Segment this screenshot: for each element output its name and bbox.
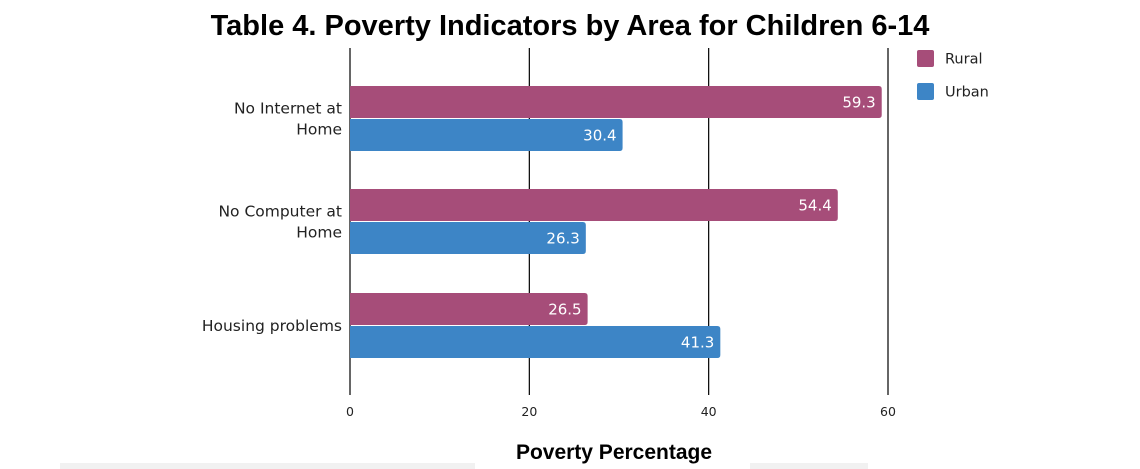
category-label: Home [296,224,342,242]
x-axis-title: Poverty Percentage [516,441,712,464]
legend-swatch-urban [917,83,934,100]
category-label: Housing problems [202,317,342,335]
bar-urban [350,119,623,151]
legend-label-urban: Urban [945,85,989,101]
bar-value-label: 26.5 [548,301,581,319]
category-label: No Computer at [218,203,342,221]
bar-rural [350,293,588,325]
bar-value-label: 54.4 [798,197,831,215]
x-tick-label: 0 [346,404,354,419]
legend-swatch-rural [917,50,934,67]
x-tick-label: 60 [880,404,896,419]
legend-label-rural: Rural [945,52,983,68]
bar-value-label: 26.3 [546,230,579,248]
bars: 59.3 30.4 54.4 26.3 26.5 41.3 [350,86,882,358]
bar-urban [350,222,586,254]
bar-urban [350,326,721,358]
bottom-strip-left [60,463,475,469]
bar-value-label: 30.4 [583,127,616,145]
chart-title: Table 4. Poverty Indicators by Area for … [211,10,930,42]
category-label: No Internet at [234,100,342,118]
bar-rural [350,86,882,118]
category-labels: No Internet at Home No Computer at Home Hous… [202,100,342,336]
x-axis-ticks: 0 20 40 60 [346,404,896,419]
x-tick-label: 40 [701,404,717,419]
legend: Rural Urban [917,50,989,101]
bottom-strip-right [750,463,868,469]
bar-value-label: 41.3 [681,334,714,352]
category-label: Home [296,121,342,139]
bar-value-label: 59.3 [842,94,875,112]
x-tick-label: 20 [521,404,537,419]
bar-rural [350,189,838,221]
